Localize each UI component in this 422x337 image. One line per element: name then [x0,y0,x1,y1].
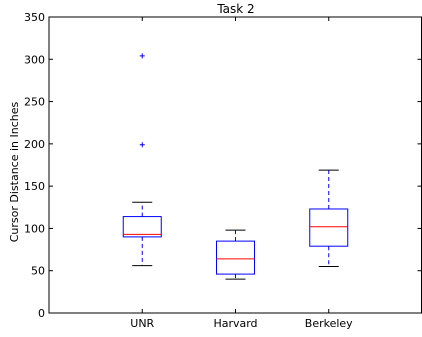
y-axis-label: Cursor Distance in Inches [8,101,21,242]
y-tick-label: 100 [24,222,45,235]
y-tick-label: 200 [24,138,45,151]
y-tick-label: 150 [24,180,45,193]
y-tick-label: 0 [38,307,45,320]
box-harvard [216,240,255,275]
x-tick-label: Harvard [213,317,257,330]
x-tick-label: UNR [130,317,154,330]
y-tick-label: 300 [24,53,45,66]
y-tick-label: 350 [24,11,45,24]
outlier-unr [139,53,145,59]
y-tick-label: 50 [31,265,45,278]
box-unr [122,216,162,238]
chart-title: Task 2 [216,2,254,16]
y-tick-label: 250 [24,96,45,109]
outlier-unr [139,142,145,148]
plot-area: 0 50 100 150 200 250 300 350 UNR Harvard Berkeley [24,11,422,330]
x-tick-label: Berkeley [305,317,353,330]
box-berkeley [309,208,349,247]
